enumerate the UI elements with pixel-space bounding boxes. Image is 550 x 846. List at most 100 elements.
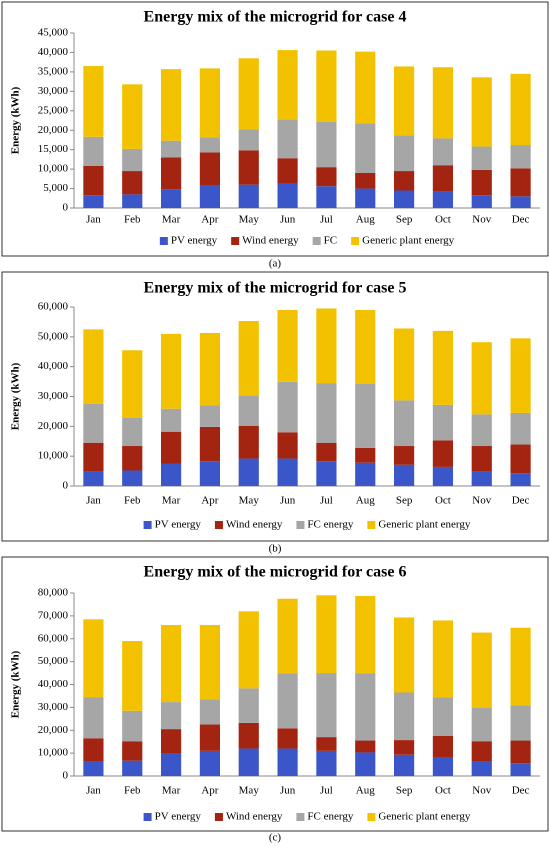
legend-swatch xyxy=(143,813,152,821)
bar-segment xyxy=(83,619,104,698)
legend-label: FC xyxy=(324,235,337,247)
bar-segment xyxy=(510,338,531,413)
bar-segment xyxy=(122,148,143,172)
bar-segment xyxy=(432,404,454,441)
chart-title: Energy mix of the microgrid for case 6 xyxy=(144,564,407,581)
y-tick-label: 60,000 xyxy=(38,301,69,313)
bar-segment xyxy=(393,66,415,136)
bar-segment xyxy=(510,627,531,706)
y-tick-label: 45,000 xyxy=(38,27,69,39)
x-tick-label: Mar xyxy=(162,495,181,507)
bar-segment xyxy=(393,446,415,465)
legend-item: Generic plant energy xyxy=(351,235,455,247)
legend-item: FC energy xyxy=(296,811,354,823)
bar-segment xyxy=(238,58,259,130)
bar-segment xyxy=(160,463,182,486)
y-tick-label: 25,000 xyxy=(38,104,69,116)
bar-segment xyxy=(432,620,454,698)
bar-segment xyxy=(316,673,337,738)
y-tick-label: 40,000 xyxy=(38,46,69,58)
bar-segment xyxy=(355,595,376,674)
bar-segment xyxy=(122,470,143,486)
legend-label: PV energy xyxy=(155,519,202,531)
bar-segment xyxy=(393,692,415,741)
bar-segment xyxy=(432,67,454,139)
bar-segment xyxy=(83,329,104,404)
y-axis-label: Energy (kWh) xyxy=(10,86,22,154)
bar-segment xyxy=(160,189,182,208)
bar-segment xyxy=(316,442,337,462)
x-tick-label: Aug xyxy=(356,214,375,226)
bar-segment xyxy=(277,50,298,120)
y-tick-label: 0 xyxy=(63,202,69,214)
bar-segment xyxy=(199,625,221,700)
y-tick-label: 0 xyxy=(63,770,69,782)
x-tick-label: Feb xyxy=(124,214,141,226)
x-tick-label: Jan xyxy=(86,785,101,797)
x-tick-label: Aug xyxy=(356,785,375,797)
bar-segment xyxy=(199,152,221,186)
bar-segment xyxy=(432,440,454,467)
bar-segment xyxy=(510,73,531,145)
legend-item: Wind energy xyxy=(214,811,283,823)
chart: Energy mix of the microgrid for case 4 (a… xyxy=(1,1,549,270)
bar-segment xyxy=(393,171,415,191)
bar-segment xyxy=(160,431,182,464)
legend-label: Wind energy xyxy=(226,811,283,823)
bar-segment xyxy=(83,761,104,776)
bar-segment xyxy=(83,166,104,196)
bar-segment xyxy=(510,763,531,776)
legend-label: Wind energy xyxy=(226,519,283,531)
bar-segment xyxy=(238,321,259,396)
bar-segment xyxy=(83,403,104,443)
x-tick-label: Oct xyxy=(435,785,451,797)
bar-segment xyxy=(432,165,454,192)
bar-segment xyxy=(122,741,143,761)
bar-segment xyxy=(355,673,376,741)
bar-segment xyxy=(355,309,376,384)
bar-segment xyxy=(122,350,143,418)
legend-item: Generic plant energy xyxy=(367,811,471,823)
bar-segment xyxy=(238,425,259,459)
chart-caption: (c) xyxy=(269,832,282,844)
legend-swatch xyxy=(296,521,305,529)
bar-segment xyxy=(471,169,492,196)
y-axis-label: Energy (kWh) xyxy=(10,362,22,430)
bar-segment xyxy=(316,750,337,776)
x-tick-label: May xyxy=(239,214,260,226)
x-tick-label: Feb xyxy=(124,785,141,797)
legend-swatch xyxy=(312,237,321,245)
bar-segment xyxy=(432,138,454,166)
bar-segment xyxy=(316,308,337,384)
y-tick-label: 15,000 xyxy=(38,143,69,155)
bar-segment xyxy=(160,625,182,703)
bar-segment xyxy=(432,330,454,405)
bar-segment xyxy=(199,750,221,776)
bar-segment xyxy=(277,183,298,208)
x-tick-label: Sep xyxy=(396,785,413,797)
x-tick-label: Oct xyxy=(435,214,451,226)
bar-segment xyxy=(83,442,104,472)
bar-segment xyxy=(199,724,221,751)
x-tick-label: Sep xyxy=(396,214,413,226)
y-tick-label: 10,000 xyxy=(38,163,69,175)
bar-segment xyxy=(471,707,492,742)
bar-segment xyxy=(355,462,376,486)
legend-swatch xyxy=(214,521,223,529)
y-tick-label: 30,000 xyxy=(38,701,69,713)
bar-segment xyxy=(160,69,182,141)
bar-segment xyxy=(355,188,376,208)
bar-segment xyxy=(160,753,182,776)
bar-segment xyxy=(277,309,298,382)
bar-segment xyxy=(393,190,415,208)
bar-segment xyxy=(238,688,259,723)
bar-segment xyxy=(316,50,337,122)
bar-segment xyxy=(160,408,182,432)
bar-segment xyxy=(316,167,337,187)
legend-item: FC energy xyxy=(296,519,354,531)
legend-swatch xyxy=(351,237,360,245)
x-tick-label: Nov xyxy=(472,785,491,797)
legend-item: Wind energy xyxy=(231,235,299,247)
bar-segment xyxy=(160,333,182,409)
